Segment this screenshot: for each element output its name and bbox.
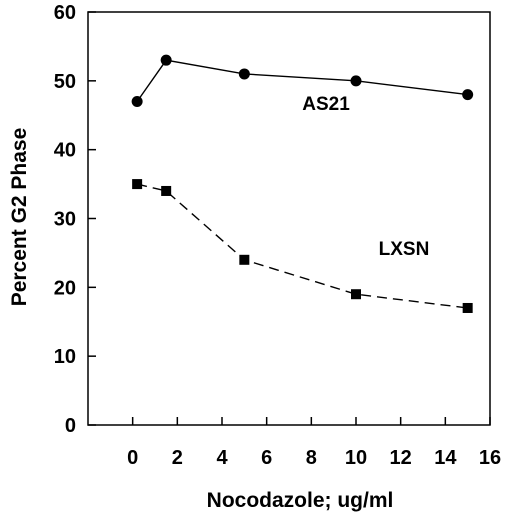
x-tick-label: 12 bbox=[390, 447, 412, 469]
y-tick-label: 30 bbox=[54, 209, 76, 231]
data-point-as21 bbox=[238, 68, 250, 80]
x-tick-label: 0 bbox=[127, 447, 138, 469]
y-tick-label: 10 bbox=[54, 346, 76, 368]
x-tick-label: 6 bbox=[261, 447, 272, 469]
data-point-lxsn bbox=[239, 254, 250, 265]
y-tick-label: 40 bbox=[54, 140, 76, 162]
series-label-as21: AS21 bbox=[302, 94, 350, 115]
data-point-as21 bbox=[131, 95, 143, 107]
data-point-as21 bbox=[462, 89, 474, 101]
data-point-lxsn bbox=[351, 289, 361, 300]
y-axis-title: Percent G2 Phase bbox=[8, 128, 31, 307]
data-point-as21 bbox=[350, 75, 362, 87]
x-tick-label: 4 bbox=[216, 447, 228, 469]
data-point-lxsn bbox=[161, 185, 172, 196]
data-point-as21 bbox=[160, 54, 172, 66]
x-tick-label: 2 bbox=[172, 447, 183, 469]
series-as21 bbox=[131, 54, 474, 107]
x-tick-label: 16 bbox=[479, 447, 501, 469]
series-label-lxsn: LXSN bbox=[379, 239, 430, 260]
x-axis: 0 2 4 6 8 10 12 14 16 bbox=[127, 417, 501, 469]
y-tick-label: 0 bbox=[65, 415, 76, 437]
y-tick-label: 20 bbox=[54, 277, 76, 299]
plot-border bbox=[87, 11, 491, 426]
x-tick-label: 14 bbox=[434, 447, 457, 469]
x-axis-title: Nocodazole; ug/ml bbox=[207, 489, 394, 512]
y-tick-label: 60 bbox=[54, 2, 76, 24]
plot-frame bbox=[87, 11, 491, 426]
y-axis: 0 10 20 30 40 50 60 bbox=[54, 2, 96, 437]
y-tick-label: 50 bbox=[54, 71, 76, 93]
x-tick-label: 10 bbox=[345, 447, 367, 469]
x-tick-label: 8 bbox=[306, 447, 317, 469]
series-lxsn bbox=[132, 179, 473, 313]
data-point-lxsn bbox=[132, 179, 143, 190]
series-layer bbox=[131, 54, 474, 313]
data-point-lxsn bbox=[462, 302, 473, 313]
